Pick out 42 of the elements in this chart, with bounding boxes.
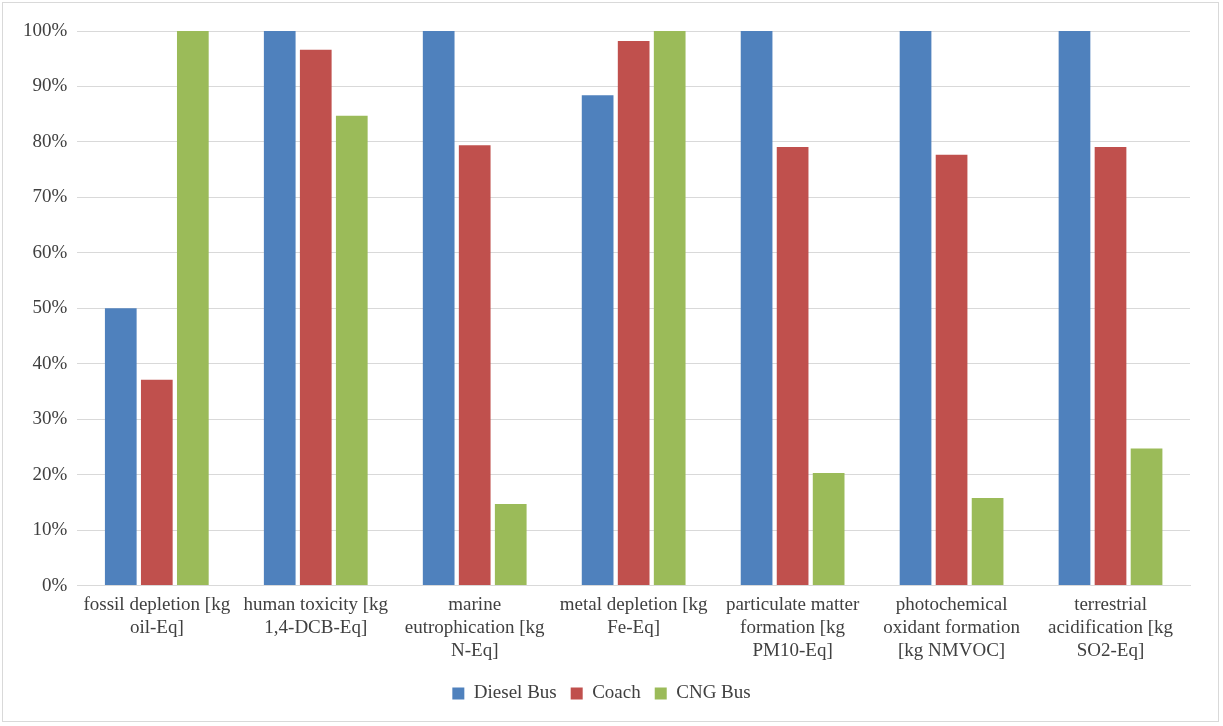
bar bbox=[971, 497, 1004, 586]
bar bbox=[581, 95, 614, 586]
bar bbox=[422, 31, 455, 586]
bar bbox=[812, 473, 845, 586]
x-tick-label: particulate matter formation [kg PM10-Eq] bbox=[725, 592, 861, 660]
y-tick-label: 40% bbox=[32, 351, 68, 373]
x-tick-label: photochemical oxidant formation [kg NMVOC] bbox=[883, 592, 1021, 660]
legend-label: Coach bbox=[592, 681, 642, 703]
bar bbox=[140, 379, 173, 586]
x-tick-label: human toxicity [kg 1,4-DCB-Eq] bbox=[243, 592, 389, 637]
bar bbox=[263, 31, 296, 586]
legend-label: CNG Bus bbox=[676, 681, 751, 703]
x-tick-label: fossil depletion [kg oil-Eq] bbox=[83, 592, 231, 637]
y-tick-label: 20% bbox=[32, 462, 68, 484]
bar bbox=[1094, 146, 1127, 586]
x-tick-label: metal depletion [kg Fe-Eq] bbox=[559, 592, 709, 637]
bar bbox=[176, 31, 209, 586]
y-tick-label: 100% bbox=[23, 18, 68, 40]
legend-label: Diesel Bus bbox=[473, 681, 557, 703]
y-tick-label: 0% bbox=[42, 573, 68, 595]
y-tick-label: 50% bbox=[32, 296, 68, 318]
bar bbox=[617, 40, 650, 586]
y-tick-label: 10% bbox=[32, 518, 68, 540]
y-tick-label: 70% bbox=[32, 185, 68, 207]
y-tick-label: 60% bbox=[32, 240, 68, 262]
bar bbox=[899, 31, 932, 586]
x-tick-label: terrestrial acidification [kg SO2-Eq] bbox=[1048, 592, 1174, 660]
bar bbox=[740, 31, 773, 586]
bar bbox=[458, 145, 491, 586]
y-tick-label: 30% bbox=[32, 407, 68, 429]
bar bbox=[299, 49, 332, 586]
y-tick-label: 90% bbox=[32, 74, 68, 96]
y-tick-label: 80% bbox=[32, 129, 68, 151]
bar bbox=[494, 504, 527, 586]
bar bbox=[335, 115, 368, 586]
bar bbox=[776, 146, 809, 586]
bar bbox=[653, 31, 686, 586]
bar bbox=[1130, 448, 1163, 586]
x-tick-label: marine eutrophication [kg N-Eq] bbox=[404, 592, 546, 660]
bar bbox=[104, 308, 137, 586]
bar bbox=[1058, 31, 1091, 586]
bar bbox=[935, 154, 968, 586]
